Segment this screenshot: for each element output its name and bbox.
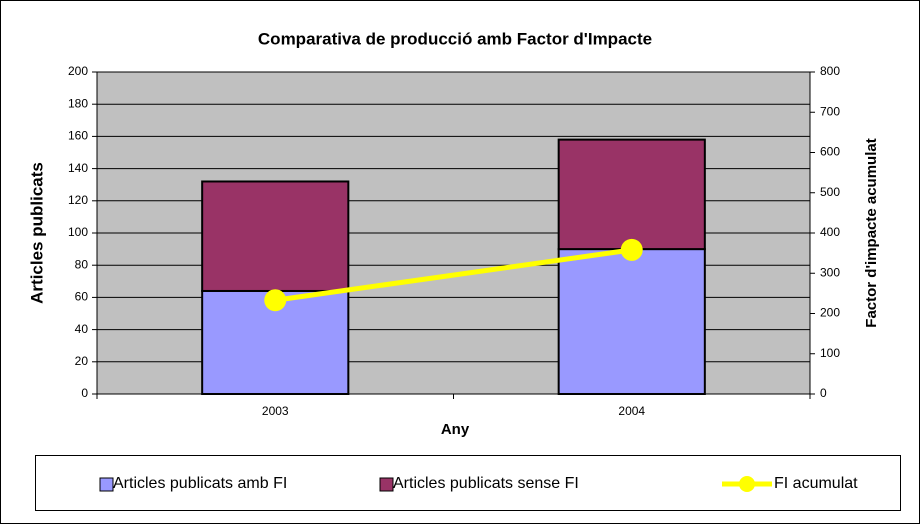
y2-tick-label: 300 — [820, 265, 840, 279]
y2-tick-label: 500 — [820, 185, 840, 199]
line-marker — [264, 289, 287, 312]
y-tick-label: 180 — [68, 96, 88, 110]
y2-tick-label: 400 — [820, 225, 840, 239]
y-tick-label: 60 — [75, 290, 89, 304]
y2-tick-label: 200 — [820, 306, 840, 320]
x-tick-label: 2004 — [618, 404, 645, 418]
y-tick-label: 40 — [75, 322, 89, 336]
y2-tick-label: 600 — [820, 145, 840, 159]
y-tick-label: 80 — [75, 257, 89, 271]
x-tick-label: 2003 — [262, 404, 289, 418]
bar — [557, 248, 706, 395]
line-marker — [620, 238, 643, 261]
legend-swatch — [379, 477, 394, 492]
legend-label: FI acumulat — [774, 475, 858, 492]
legend-swatch — [739, 476, 755, 492]
y-tick-label: 160 — [68, 129, 88, 143]
y2-tick-label: 700 — [820, 104, 840, 118]
x-axis-label: Any — [441, 421, 470, 438]
y-tick-label: 120 — [68, 193, 88, 207]
y-axis-label: Articles publicats — [27, 162, 46, 304]
y-tick-label: 140 — [68, 161, 88, 175]
y2-axis-label: Factor d'impacte acumulat — [863, 138, 880, 327]
legend-label: Articles publicats sense FI — [393, 475, 579, 492]
y2-tick-label: 800 — [820, 64, 840, 78]
bar — [557, 138, 706, 251]
line — [274, 247, 633, 303]
y2-tick-label: 0 — [820, 386, 827, 400]
y-tick-label: 0 — [81, 386, 88, 400]
y-tick-label: 100 — [68, 225, 88, 239]
legend-label: Articles publicats amb FI — [113, 475, 287, 492]
legend-swatch — [99, 477, 114, 492]
y2-tick-label: 100 — [820, 346, 840, 360]
y-tick-label: 200 — [68, 64, 88, 78]
bar — [201, 180, 350, 292]
chart-title: Comparativa de producció amb Factor d'Im… — [258, 29, 652, 48]
y-tick-label: 20 — [75, 354, 89, 368]
